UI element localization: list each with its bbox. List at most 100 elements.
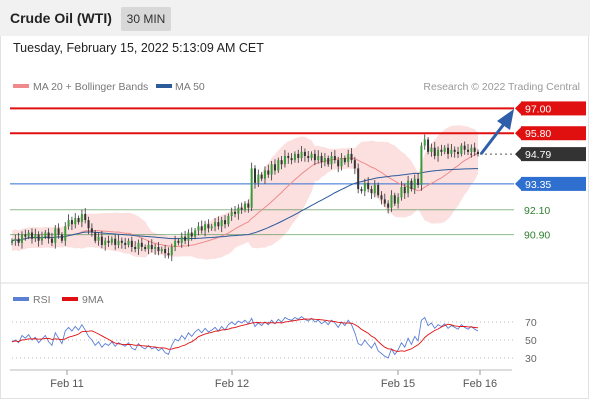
candle [353, 156, 356, 175]
legend-swatch-ma50 [156, 84, 172, 88]
candle [363, 178, 366, 197]
bollinger-band [12, 125, 478, 260]
candle [217, 216, 220, 230]
candle [100, 230, 103, 249]
level-tag-pivot [521, 176, 586, 191]
candle [187, 229, 190, 247]
candle [174, 235, 177, 252]
candle [27, 230, 30, 240]
legend-swatch-9ma [62, 297, 78, 301]
candle [104, 237, 107, 251]
candle [37, 231, 40, 247]
candle [440, 144, 443, 156]
candle [227, 213, 230, 227]
candle [74, 213, 77, 229]
candle [387, 200, 390, 214]
candle [390, 190, 393, 212]
level-tag-resistance [521, 126, 586, 141]
candle [124, 237, 127, 250]
candle [477, 149, 479, 157]
candle [224, 215, 227, 229]
candle [447, 143, 450, 159]
level-tag-pointer [515, 101, 522, 116]
level-tag-last [521, 147, 586, 162]
candle [313, 149, 316, 166]
level-tag-pointer [515, 147, 522, 162]
candle [417, 172, 420, 189]
candle [460, 143, 463, 157]
level-tag-pointer [515, 126, 522, 141]
ma50-line [11, 168, 479, 242]
level-label-resistance: 95.80 [525, 128, 551, 140]
rsi-level-label: 30 [525, 353, 537, 365]
candle [347, 149, 350, 168]
chart-frame [0, 36, 589, 399]
x-tick-label: Feb 12 [215, 378, 249, 390]
legend-swatch-ma20 [13, 84, 29, 88]
chart-header: Crude Oil (WTI) 30 MIN [0, 0, 590, 36]
candle [130, 236, 133, 252]
candle [383, 193, 386, 207]
candle [393, 192, 396, 207]
candle [70, 216, 73, 231]
candle [257, 169, 260, 187]
candle [40, 231, 43, 245]
candle [134, 241, 137, 253]
x-axis: Feb 11 Feb 12 Feb 15 Feb 16 [50, 370, 497, 390]
candle [367, 177, 370, 193]
candle [413, 174, 416, 195]
candle [90, 223, 93, 237]
legend-label-ma20: MA 20 + Bollinger Bands [33, 81, 148, 93]
candle [420, 142, 423, 191]
main-legend: MA 20 + Bollinger Bands MA 50 Research ©… [13, 81, 580, 93]
timeframe-button[interactable]: 30 MIN [121, 7, 171, 31]
candle [144, 244, 147, 252]
x-tick-label: Feb 15 [381, 378, 415, 390]
candle [240, 202, 243, 214]
candle [293, 151, 296, 163]
candle [154, 243, 157, 255]
candle [267, 164, 270, 178]
candle [340, 153, 343, 171]
candle [463, 141, 466, 155]
candle [470, 144, 473, 158]
candle [244, 201, 246, 213]
candle [194, 227, 197, 240]
candle [184, 230, 187, 245]
candle [164, 244, 167, 259]
candle [11, 238, 13, 246]
candle [377, 182, 380, 198]
candle [77, 215, 80, 225]
candle [147, 240, 150, 255]
candle [30, 228, 33, 244]
candle [197, 222, 200, 236]
rsi-ma-line [11, 318, 479, 352]
candle [80, 209, 83, 228]
candle [250, 162, 253, 211]
candle [84, 208, 87, 224]
candle [370, 185, 373, 199]
candle [310, 151, 313, 161]
rsi-level-label: 70 [525, 317, 537, 329]
candle [427, 136, 430, 155]
candle [327, 155, 330, 167]
level-tag-pointer [515, 176, 522, 191]
candle [303, 148, 306, 162]
candle [430, 143, 433, 157]
candle [407, 175, 410, 198]
candle [290, 153, 293, 165]
candle [34, 228, 37, 243]
candle [180, 232, 183, 248]
candle [120, 237, 123, 249]
candle [97, 232, 100, 246]
candle [60, 232, 63, 244]
rsi-panel: 70 50 30 [11, 316, 537, 365]
candle [277, 157, 280, 173]
candle [270, 160, 273, 181]
candle [160, 246, 163, 254]
candle [350, 148, 353, 164]
candle [44, 230, 47, 240]
candle [57, 223, 60, 239]
candle [373, 179, 376, 198]
candle [87, 216, 90, 235]
